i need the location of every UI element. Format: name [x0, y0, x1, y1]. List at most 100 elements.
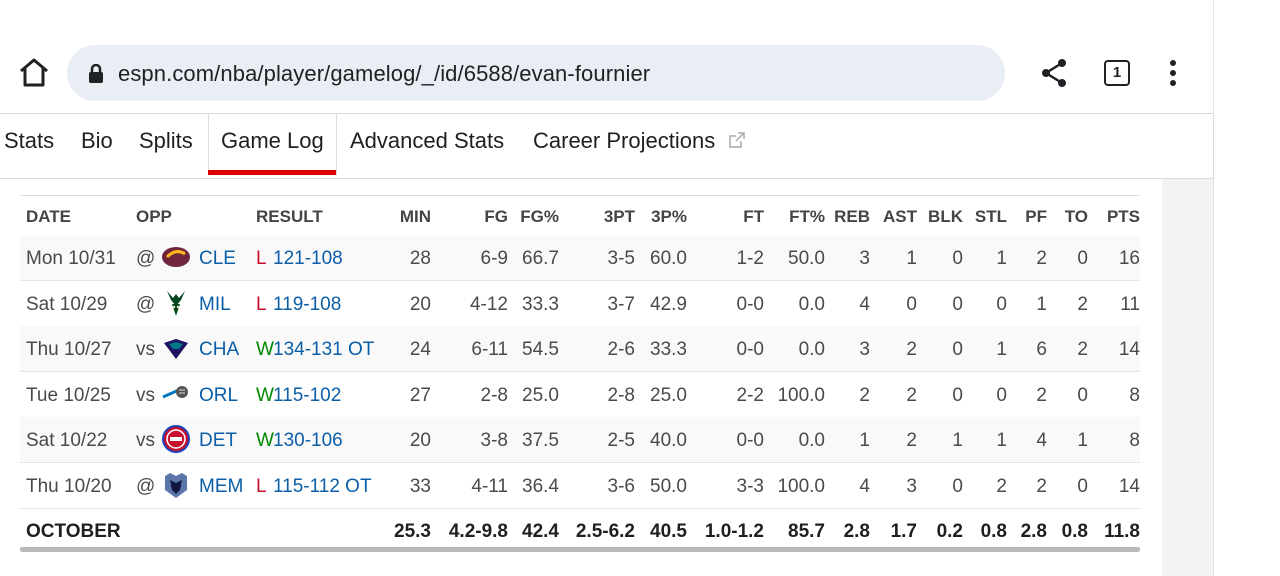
stat-pts: 8	[1129, 384, 1140, 406]
stat-tpt: 3-5	[607, 248, 635, 269]
header-stl: STL	[974, 207, 1007, 226]
totals-pts: 11.8	[1104, 521, 1140, 542]
header-date: DATE	[26, 207, 72, 226]
opponent-link[interactable]: CLE	[199, 248, 236, 269]
table-row: Sat 10/22 vs DET W 130-106 20 3-8 37.5 2-5 40.0 0-…	[20, 417, 1140, 463]
stat-pf: 2	[1036, 248, 1047, 269]
opponent-link[interactable]: MIL	[199, 293, 231, 315]
stat-reb: 4	[859, 293, 870, 315]
home-icon[interactable]	[17, 56, 51, 90]
stat-ftp: 0.0	[798, 339, 825, 360]
tab-bio[interactable]: Bio	[81, 128, 113, 153]
game-date: Tue 10/25	[26, 384, 111, 406]
address-bar[interactable]: espn.com/nba/player/gamelog/_/id/6588/ev…	[67, 45, 1005, 101]
cavaliers-logo[interactable]	[161, 242, 191, 272]
stat-reb: 3	[859, 248, 870, 269]
stat-pf: 2	[1036, 475, 1047, 497]
stat-ftp: 0.0	[798, 430, 825, 451]
stat-fgp: 33.3	[522, 293, 559, 315]
result-score-link[interactable]: 134-131 OT	[273, 339, 375, 360]
home-away: @	[136, 475, 156, 497]
stat-reb: 2	[859, 384, 870, 406]
tab-career-projections[interactable]: Career Projections	[533, 128, 716, 153]
active-tab-indicator	[208, 170, 336, 175]
stat-to: 2	[1077, 339, 1088, 360]
stat-fg: 4-11	[471, 475, 508, 497]
header-min: MIN	[399, 207, 431, 226]
header-ast: AST	[883, 207, 917, 226]
stat-tpp: 42.9	[650, 293, 687, 315]
grizzlies-logo[interactable]	[161, 470, 191, 500]
stat-ftp: 50.0	[788, 248, 825, 269]
stat-fgp: 66.7	[522, 248, 559, 269]
bucks-logo[interactable]	[161, 288, 191, 318]
stat-ast: 0	[906, 293, 917, 315]
stat-ft: 1-2	[736, 248, 764, 269]
magic-logo[interactable]	[161, 379, 191, 409]
game-date: Sat 10/29	[26, 293, 108, 315]
opponent-link[interactable]: MEM	[199, 475, 244, 497]
header-3p-pct: 3P%	[651, 207, 687, 226]
stat-tpt: 2-8	[607, 384, 635, 406]
result-score-link[interactable]: 130-106	[273, 430, 343, 451]
stat-stl: 2	[996, 475, 1007, 497]
stat-min: 28	[409, 248, 431, 269]
result-score-link[interactable]: 115-102	[273, 384, 342, 406]
stat-min: 27	[409, 384, 431, 406]
totals-fg: 4.2-9.8	[448, 521, 508, 542]
hornets-logo[interactable]	[161, 333, 191, 363]
stat-stl: 0	[996, 293, 1007, 315]
stat-ast: 2	[906, 430, 917, 451]
stat-tpt: 2-5	[607, 430, 635, 451]
header-pf: PF	[1025, 207, 1047, 226]
header-to: TO	[1064, 207, 1088, 226]
tab-advanced-stats[interactable]: Advanced Stats	[350, 128, 505, 153]
stat-pf: 1	[1036, 293, 1047, 315]
totals-ft-pct: 85.7	[788, 521, 825, 542]
stat-min: 33	[409, 475, 431, 497]
table-row: Thu 10/20 @ MEM L 115-112 OT 33 4-11 36.4 3-6 50.…	[20, 463, 1140, 509]
horizontal-scrollbar[interactable]	[20, 547, 1140, 552]
player-nav-tabs: Stats Bio Splits Game Log Advanced Stats…	[0, 114, 1213, 179]
totals-ft: 1.0-1.2	[704, 521, 764, 542]
stat-pf: 6	[1036, 339, 1047, 360]
opponent-link[interactable]: ORL	[199, 384, 239, 406]
stat-pf: 4	[1036, 430, 1047, 451]
stat-pts: 14	[1118, 339, 1140, 360]
tab-count: 1	[1104, 60, 1130, 86]
stat-ft: 0-0	[736, 430, 764, 451]
tab-switcher-button[interactable]: 1	[1103, 59, 1131, 87]
home-away: vs	[136, 430, 155, 451]
share-icon[interactable]	[1040, 58, 1068, 88]
result-score-link[interactable]: 115-112 OT	[273, 475, 372, 497]
header-fg: FG	[484, 207, 508, 226]
result-score-link[interactable]: 121-108	[273, 248, 343, 269]
result-score-link[interactable]: 119-108	[273, 293, 342, 315]
stat-to: 0	[1077, 384, 1088, 406]
page-gutter	[1213, 0, 1280, 576]
stat-min: 20	[409, 430, 431, 451]
stat-fg: 6-11	[471, 339, 508, 360]
more-menu-icon[interactable]	[1162, 59, 1184, 89]
totals-row: OCTOBER 25.3 4.2-9.8 42.4 2.5-6.2 40.5 1…	[20, 511, 1140, 551]
header-result: RESULT	[256, 207, 323, 226]
tab-game-log[interactable]: Game Log	[221, 128, 324, 153]
home-away: @	[136, 248, 156, 269]
side-panel	[1162, 179, 1213, 576]
tab-stats[interactable]: Stats	[4, 128, 55, 153]
pistons-logo[interactable]	[161, 424, 191, 454]
stat-pts: 14	[1118, 475, 1140, 497]
opponent-link[interactable]: CHA	[199, 339, 240, 360]
tab-splits[interactable]: Splits	[139, 128, 193, 153]
game-date: Mon 10/31	[26, 248, 116, 269]
stat-reb: 3	[859, 339, 870, 360]
stat-to: 1	[1077, 430, 1088, 451]
stat-stl: 1	[996, 248, 1007, 269]
stat-to: 0	[1077, 475, 1088, 497]
stat-ftp: 100.0	[777, 475, 825, 497]
home-away: vs	[136, 339, 155, 360]
result-wl: W	[256, 339, 274, 360]
totals-to: 0.8	[1061, 521, 1088, 542]
url-text[interactable]: espn.com/nba/player/gamelog/_/id/6588/ev…	[118, 61, 651, 86]
opponent-link[interactable]: DET	[199, 430, 237, 451]
